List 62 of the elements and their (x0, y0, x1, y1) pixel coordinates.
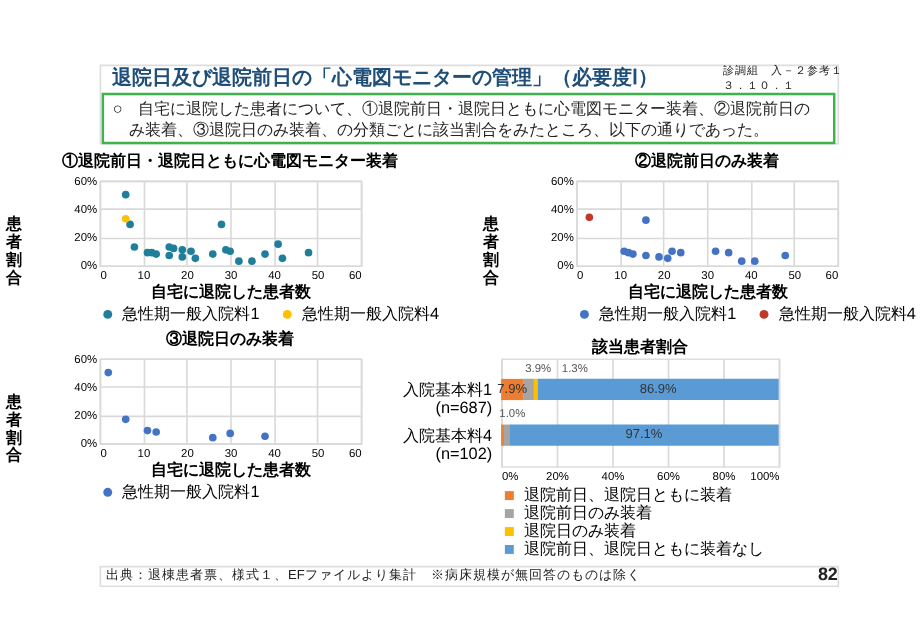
chart-title: ①退院前日・退院日ともに心電図モニター装着 (62, 149, 399, 170)
point (629, 250, 637, 258)
point (585, 213, 594, 222)
point (750, 257, 759, 265)
point (208, 250, 217, 258)
text: 82 (817, 564, 838, 585)
point (226, 429, 235, 438)
legend-label: 急性期一般入院料4 (300, 305, 441, 324)
legend-label: 急性期一般入院料4 (776, 305, 917, 324)
text: 退院日及び退院前日の「心電図モニターの管理」（必要度Ⅰ） (110, 66, 659, 91)
point (143, 426, 152, 435)
legend-label: 急性期一般入院料1 (120, 483, 261, 502)
point (711, 247, 720, 256)
y-axis-title: 患者割合 (480, 214, 501, 287)
point (165, 251, 174, 260)
point (663, 254, 672, 263)
chart-title: 該当患者割合 (589, 335, 690, 356)
legend-label: 退院前日、退院日ともに装着 (524, 486, 733, 505)
point (676, 248, 685, 257)
point (178, 253, 187, 261)
point (261, 250, 269, 258)
point (274, 240, 282, 249)
point (235, 257, 243, 265)
x-axis-title: 自宅に退院した患者数 (151, 459, 313, 480)
point (261, 432, 269, 441)
legend-label: 退院前日、退院日ともに装着なし (524, 540, 765, 559)
x-axis-title: 自宅に退院した患者数 (627, 281, 790, 302)
point (121, 190, 130, 199)
point (226, 247, 235, 256)
point (178, 246, 187, 254)
point (248, 257, 256, 265)
point (121, 415, 130, 424)
point (737, 257, 746, 265)
point (724, 248, 733, 257)
point (152, 428, 160, 436)
x-axis-title: 自宅に退院した患者数 (151, 281, 313, 302)
text: ○ 自宅に退院した患者について、①退院前日・退院日ともに心電図モニター装着、②退院前日のみ装着、③退院日のみ装着、の分類ごとに該当割合をみたところ、以下の通りであった。 (112, 99, 811, 139)
legend-label: 急性期一般入院料1 (597, 305, 738, 324)
point (208, 433, 217, 442)
y-axis-title: 患者割合 (3, 214, 24, 287)
point (187, 247, 195, 256)
y-tick-label: 入院基本料4 (n=102) (403, 426, 494, 463)
point (655, 253, 663, 261)
point (191, 254, 200, 263)
point (278, 254, 287, 263)
point (126, 220, 134, 229)
point (668, 247, 676, 256)
legend-label: 退院日のみ装着 (524, 522, 637, 541)
y-tick-label: 入院基本料1 (n=687) (403, 381, 494, 418)
legend-label: 急性期一般入院料1 (120, 305, 261, 324)
point (130, 243, 139, 251)
point (642, 251, 650, 260)
point (121, 214, 130, 223)
legend-label: 退院前日のみ装着 (524, 504, 653, 523)
point (304, 248, 313, 257)
point (781, 251, 790, 260)
chart-title: ③退院日のみ装着 (166, 327, 295, 348)
chart-title: ②退院前日のみ装着 (634, 149, 779, 170)
point (642, 216, 650, 224)
y-axis-title: 患者割合 (3, 392, 24, 465)
point (217, 220, 226, 229)
point (104, 368, 113, 377)
